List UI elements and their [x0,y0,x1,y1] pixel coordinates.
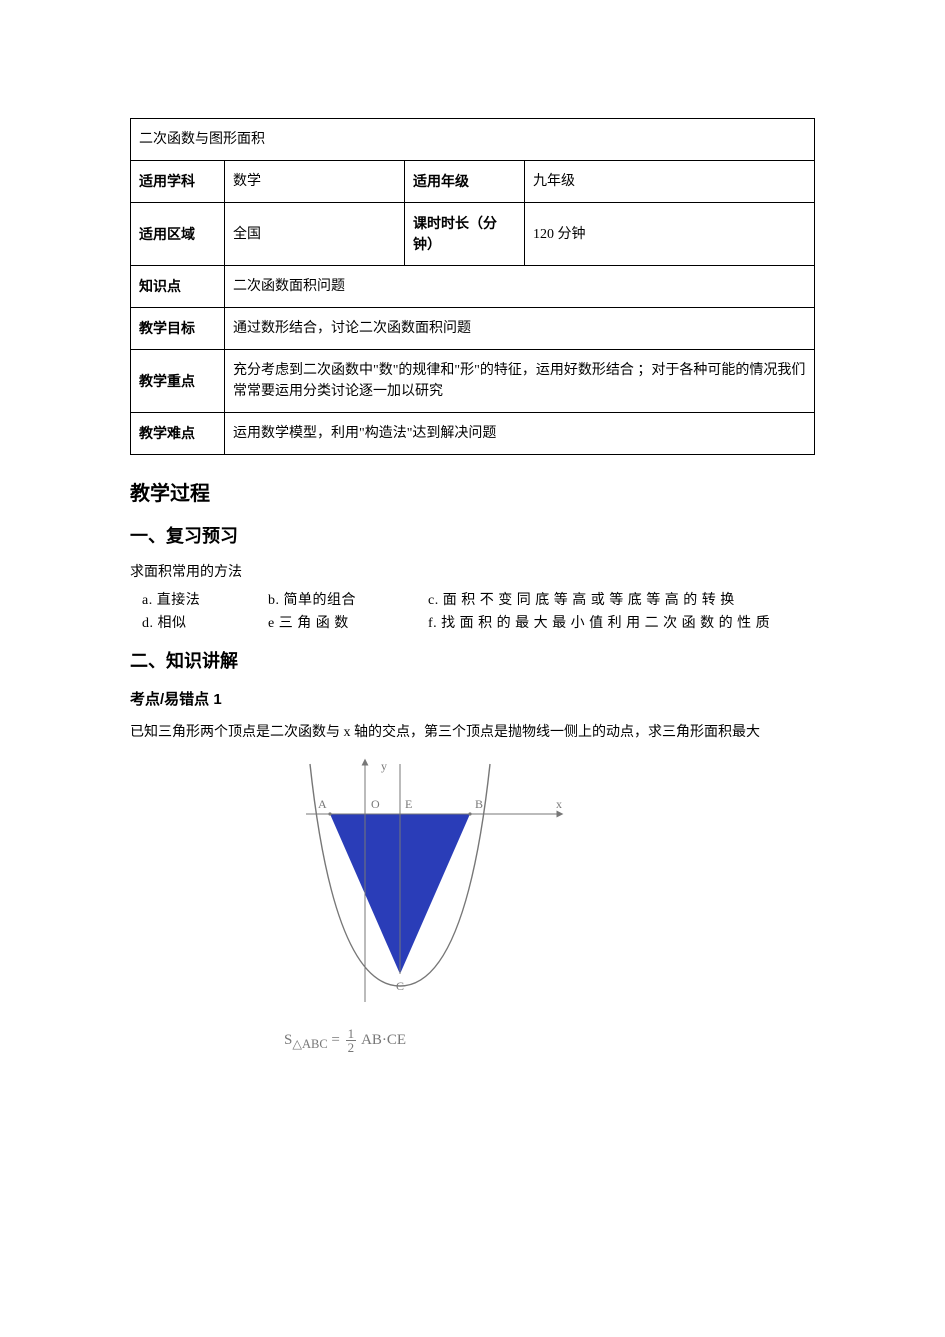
formula-sub: △ABC [292,1037,327,1051]
heading-review: 一、复习预习 [130,523,815,550]
methods-row-1: a. 直接法 b. 简单的组合 c. 面 积 不 变 同 底 等 高 或 等 底… [142,590,815,611]
svg-text:E: E [405,797,412,811]
label-goal: 教学目标 [131,308,225,350]
method-e: e 三 角 函 数 [268,613,428,634]
svg-text:O: O [371,797,380,811]
label-difficulty: 教学难点 [131,413,225,455]
value-goal: 通过数形结合，讨论二次函数面积问题 [225,308,815,350]
svg-text:y: y [381,759,387,773]
label-subject: 适用学科 [131,161,225,203]
kp1-title: 考点/易错点 1 [130,689,815,712]
method-a: a. 直接法 [142,590,268,611]
heading-explain: 二、知识讲解 [130,648,815,675]
value-duration: 120 分钟 [525,203,815,266]
heading-process: 教学过程 [130,479,815,509]
svg-text:B: B [475,797,483,811]
doc-title: 二次函数与图形面积 [131,119,815,161]
method-d: d. 相似 [142,613,268,634]
value-difficulty: 运用数学模型，利用"构造法"达到解决问题 [225,413,815,455]
label-region: 适用区域 [131,203,225,266]
label-emphasis: 教学重点 [131,350,225,413]
svg-text:x: x [556,797,562,811]
value-grade: 九年级 [525,161,815,203]
value-region: 全国 [225,203,405,266]
value-knowledge: 二次函数面积问题 [225,266,815,308]
kp1-body: 已知三角形两个顶点是二次函数与 x 轴的交点，第三个顶点是抛物线一侧上的动点，求… [130,722,815,744]
label-grade: 适用年级 [405,161,525,203]
method-f: f. 找 面 积 的 最 大 最 小 值 利 用 二 次 函 数 的 性 质 [428,613,815,634]
figure-container: y x O A E B C S△ABC = 12 AB·CE [270,754,815,1054]
label-duration: 课时时长（分钟） [405,203,525,266]
formula-eq: = [328,1032,344,1048]
method-c: c. 面 积 不 变 同 底 等 高 或 等 底 等 高 的 转 换 [428,590,815,611]
review-intro: 求面积常用的方法 [130,562,815,584]
value-emphasis: 充分考虑到二次函数中"数"的规律和"形"的特征，运用好数形结合 ；对于各种可能的… [225,350,815,413]
svg-text:C: C [396,979,404,993]
frac-num: 1 [346,1027,357,1041]
svg-text:A: A [318,797,327,811]
value-subject: 数学 [225,161,405,203]
methods-row-2: d. 相似 e 三 角 函 数 f. 找 面 积 的 最 大 最 小 值 利 用… [142,613,815,634]
frac-den: 2 [346,1041,357,1054]
formula-tail: AB·CE [358,1032,406,1048]
formula-frac: 12 [346,1027,357,1054]
label-knowledge: 知识点 [131,266,225,308]
area-formula: S△ABC = 12 AB·CE [284,1027,815,1054]
method-b: b. 简单的组合 [268,590,428,611]
parabola-figure: y x O A E B C [270,754,570,1014]
metadata-table: 二次函数与图形面积 适用学科 数学 适用年级 九年级 适用区域 全国 课时时长（… [130,118,815,455]
